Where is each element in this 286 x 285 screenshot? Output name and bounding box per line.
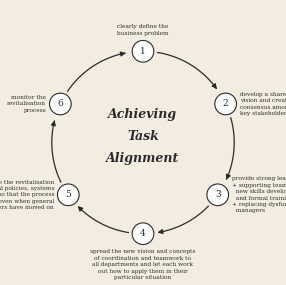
Circle shape [207,184,229,206]
Text: Achieving
Task
Alignment: Achieving Task Alignment [106,108,180,165]
Text: 3: 3 [215,190,221,199]
Circle shape [132,223,154,245]
Text: monitor the
revitalisation
process: monitor the revitalisation process [7,95,46,113]
Circle shape [132,40,154,62]
Text: spread the new vision and concepts
of coordination and teamwork to
all departmen: spread the new vision and concepts of co… [90,249,196,280]
Text: 2: 2 [223,99,229,109]
Text: develop a shared
vision and create a
consensus among
key stakeholders: develop a shared vision and create a con… [240,92,286,116]
Text: provide strong leadership in
+ supporting teams, requiring
  new skills developm: provide strong leadership in + supportin… [232,176,286,213]
Circle shape [49,93,71,115]
Text: clearly define the
business problem: clearly define the business problem [117,24,169,36]
Text: 6: 6 [57,99,63,109]
Text: 5: 5 [65,190,71,199]
Text: 1: 1 [140,47,146,56]
Text: 4: 4 [140,229,146,238]
Text: institutionalise the revitalisation
through formal policies, systems
and structu: institutionalise the revitalisation thro… [0,180,54,210]
Circle shape [57,184,79,206]
Circle shape [215,93,237,115]
